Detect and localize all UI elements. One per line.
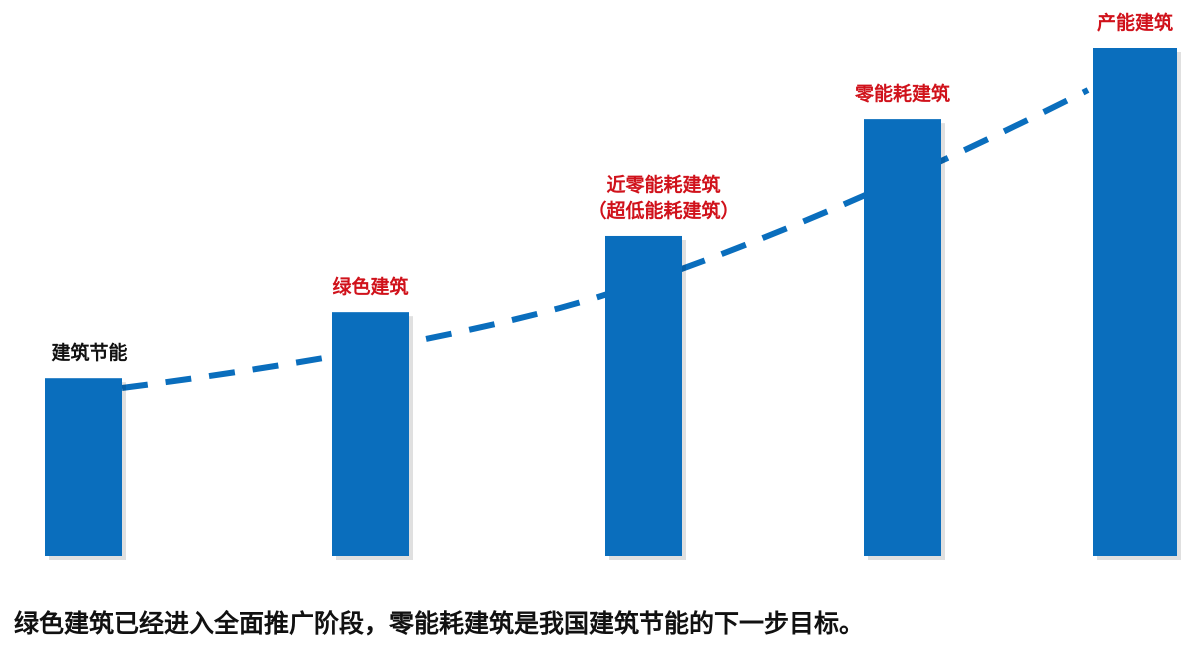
bar-label-line: 建筑节能 [51,342,128,365]
caption: 绿色建筑已经进入全面推广阶段，零能耗建筑是我国建筑节能的下一步目标。 [14,609,865,638]
bar-label-line: 产能建筑 [1096,12,1174,34]
bar-label-line: 零能耗建筑 [854,83,951,106]
bar-label-3: 近零能耗建筑 （超低能耗建筑） [587,172,739,224]
bar-5 [1093,48,1177,556]
bar-2 [332,312,409,556]
bar-3 [605,235,682,556]
bar-label-4: 零能耗建筑 [855,81,950,107]
bar-4 [864,119,941,557]
trend-dashed-line [121,87,1090,391]
bar-1 [45,378,122,556]
bar-label-line: （超低能耗建筑） [587,199,740,222]
bar-label-line: 绿色建筑 [332,276,409,299]
bar-label-line: 近零能耗建筑 [606,173,721,196]
bar-chart [45,48,1181,561]
bar-label-5: 产能建筑 [1097,10,1173,36]
bar-label-2: 绿色建筑 [332,274,408,300]
bar-label-1: 建筑节能 [51,340,127,366]
